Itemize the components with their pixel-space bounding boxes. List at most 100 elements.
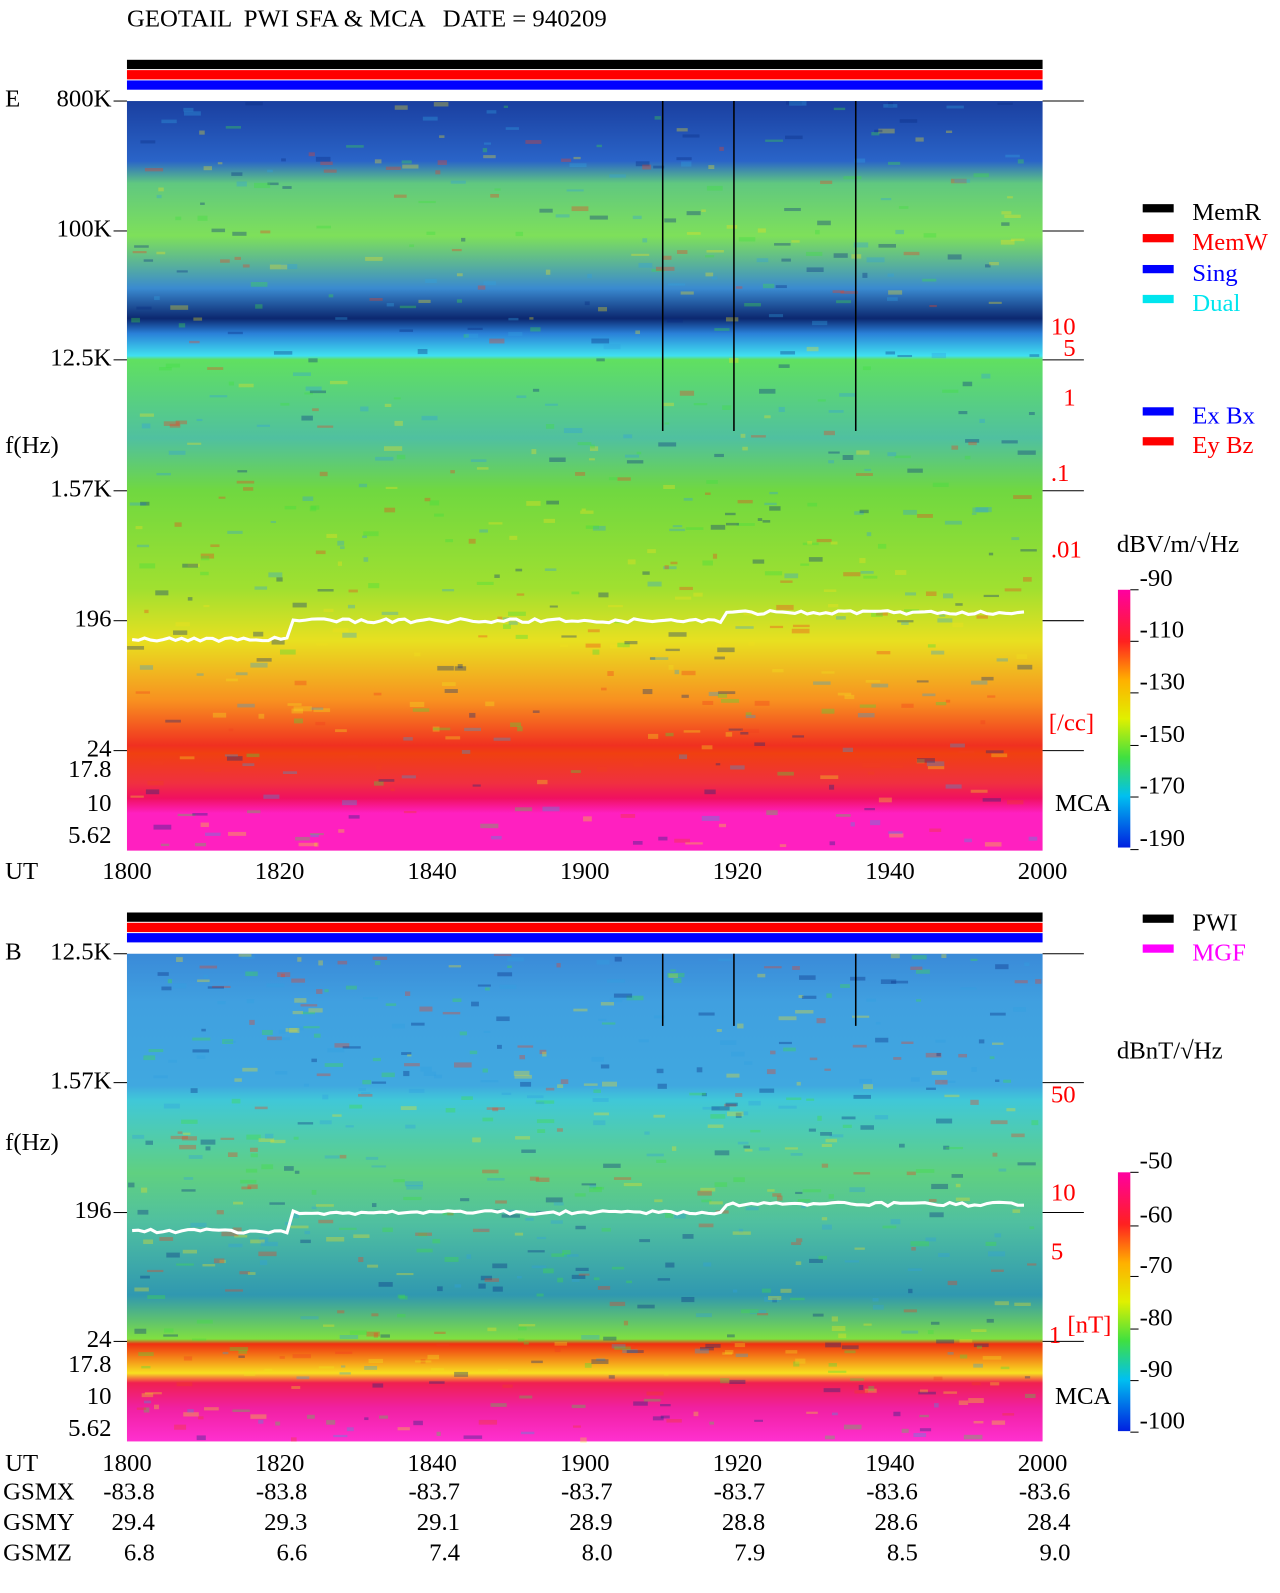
spectrogram-texture [323,169,337,173]
spectrogram-texture [597,1285,611,1290]
spectrogram-texture [310,505,320,510]
spectrogram-texture [693,403,708,406]
spectrogram-texture [828,460,835,464]
spectrogram-texture [702,560,713,566]
spectrogram-texture [573,1425,581,1428]
spectrogram-texture [159,1237,174,1241]
spectrogram-texture [664,218,677,223]
spectrogram-texture [985,750,1004,754]
spectrogram-texture [203,975,209,979]
spectrogram-texture [820,775,839,780]
spectrogram-texture [890,765,904,768]
spectrogram-texture [829,784,835,790]
spectrogram-texture [706,480,718,484]
spectrogram-texture [379,1415,388,1419]
spectrogram-texture [227,331,243,335]
spectrogram-texture [757,518,763,521]
spectrogram-texture [243,487,254,491]
legend-text: Dual [1192,290,1240,317]
spectrogram-texture [433,102,449,107]
spectrogram-texture [806,346,819,352]
spectrogram-texture [714,453,724,458]
spectrogram-texture [908,1288,913,1294]
spectrogram-texture [301,415,313,421]
spectrogram-texture [764,966,782,969]
spectrogram-texture [657,1278,671,1281]
spectrogram-texture [228,1243,243,1248]
legend-swatch [1142,234,1174,243]
spectrogram-texture [224,754,238,757]
spectrogram-texture [273,351,293,355]
spectrogram-texture [145,1140,154,1145]
spectrogram-texture [197,1416,204,1420]
spectrogram-texture [945,1146,964,1150]
spectrogram-texture [911,955,927,960]
legend-text: MemW [1192,229,1268,256]
spectrogram-texture [250,1153,258,1158]
spectrogram-texture [592,525,606,531]
spectrogram-texture [689,1092,706,1096]
spectrogram-texture [795,1010,814,1014]
x-tick-label: 2000 [1018,858,1068,885]
spectrogram-texture [396,454,406,460]
spectrogram-texture [774,243,791,246]
spectrogram-texture [725,317,739,322]
spectrogram-texture [403,1070,410,1077]
spectrogram-texture [670,969,676,972]
spectrogram-texture [238,953,252,957]
orbit-value: 29.1 [417,1509,460,1536]
spectrogram-texture [260,230,271,234]
spectrogram-texture [683,730,701,733]
spectrogram-texture [334,1043,350,1048]
spectrogram-texture [711,1106,730,1111]
y-tick-label: 100K [56,216,111,243]
spectrogram-texture [353,1234,370,1238]
spectrogram-texture [284,505,297,510]
spectrogram-texture [821,708,835,714]
spectrogram-texture [229,1346,249,1351]
spectrogram-texture [738,237,756,242]
spectrogram-texture [399,1295,408,1300]
spectrogram-texture [542,806,560,812]
x-tick-label: 1900 [560,858,610,885]
spectrogram-texture [870,820,881,826]
spectrogram-texture [493,953,512,957]
spectrogram-texture [906,1171,916,1176]
spectrogram-texture [623,1182,642,1187]
spectrogram-texture [947,254,962,260]
legend-swatch [1142,204,1174,213]
spectrogram-texture [554,1341,568,1346]
spectrogram-texture [213,1258,225,1264]
spectrogram-texture [187,597,193,601]
spectrogram-texture [987,695,996,698]
spectrogram-texture [203,605,210,608]
spectrogram-texture [477,984,491,987]
spectrogram-texture [705,272,714,277]
spectrogram-texture [322,1324,335,1327]
spectrogram-texture [802,542,819,546]
spectrogram-texture [854,158,866,163]
spectrogram-texture [301,1011,316,1015]
spectrogram-texture [720,1040,737,1045]
spectrogram-texture [910,966,923,970]
spectrogram-texture [591,338,610,344]
spectrogram-texture [603,1163,621,1168]
spectrogram-texture [138,1352,154,1356]
spectrogram-texture [611,1344,626,1349]
spectrogram-texture [871,683,889,688]
spectrogram-texture [985,264,991,268]
spectrogram-texture [136,1407,147,1410]
spectrogram-texture [1017,664,1033,670]
spectrogram-texture [942,1080,956,1083]
spectrogram-texture [295,836,310,841]
spectrogram-texture [480,823,499,829]
spectrogram-texture [778,406,785,413]
spectrogram-texture [536,1100,555,1104]
spectrogram-texture [263,794,280,799]
spectrogram-texture [668,973,678,978]
spectrogram-texture [316,225,331,229]
spectrogram-texture [282,771,298,775]
spectrogram-texture [520,1081,532,1087]
spectrogram-texture [789,739,807,743]
spectrogram-texture [529,1176,539,1181]
